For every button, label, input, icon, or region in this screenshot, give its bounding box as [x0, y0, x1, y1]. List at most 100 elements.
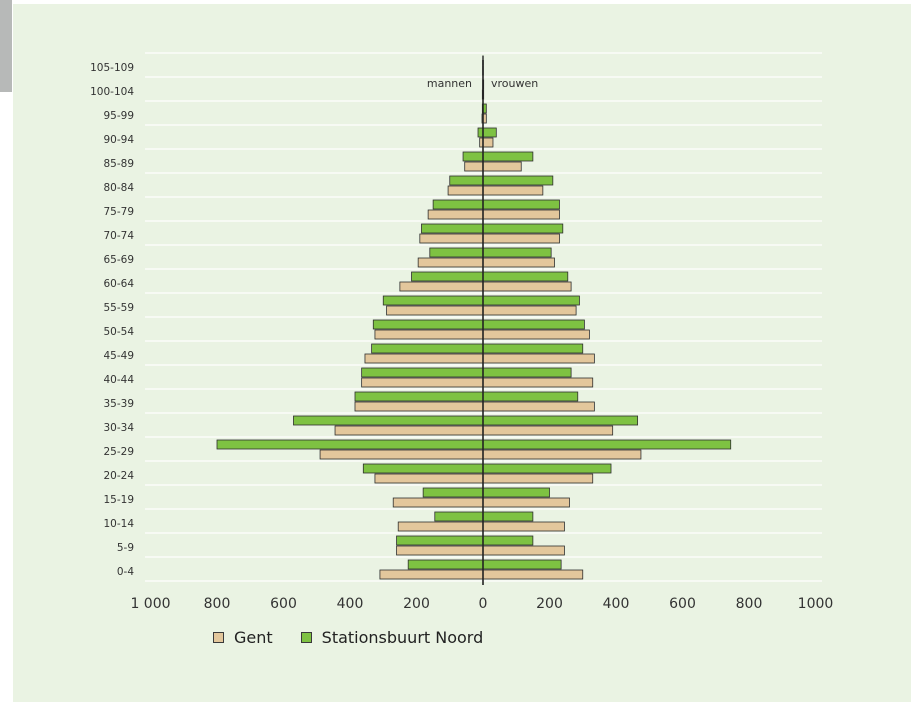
bar-gent-vrouwen — [482, 257, 555, 268]
y-tick-label: 25-29 — [103, 446, 134, 458]
bar-stationsbuurt-noord-vrouwen — [482, 463, 612, 474]
bar-gent-vrouwen — [482, 233, 560, 244]
y-tick-label: 85-89 — [103, 158, 134, 170]
y-tick-label: 40-44 — [103, 374, 134, 386]
bar-stationsbuurt-noord-mannen — [372, 319, 484, 330]
bar-stationsbuurt-noord-vrouwen — [482, 367, 572, 378]
bar-stationsbuurt-noord-mannen — [421, 223, 484, 234]
bar-stationsbuurt-noord-mannen — [407, 559, 484, 570]
x-tick-label: 800 — [204, 596, 231, 612]
legend: Gent Stationsbuurt Noord — [213, 628, 511, 647]
y-tick-label: 65-69 — [103, 254, 134, 266]
bar-stationsbuurt-noord-mannen — [449, 175, 484, 186]
y-tick-label: 30-34 — [103, 422, 134, 434]
x-tick-label: 400 — [337, 596, 364, 612]
legend-item-stationsbuurt-noord: Stationsbuurt Noord — [300, 628, 484, 647]
bar-gent-mannen — [364, 353, 484, 364]
bar-gent-vrouwen — [482, 305, 577, 316]
bar-gent-mannen — [392, 497, 484, 508]
bar-stationsbuurt-noord-vrouwen — [482, 439, 732, 450]
bar-gent-vrouwen — [482, 473, 594, 484]
x-axis-labels: 1 000 800 600 400 200 0 200 400 600 800 1000 — [130, 596, 833, 612]
y-tick-label: 105-109 — [90, 62, 134, 74]
bar-stationsbuurt-noord-vrouwen — [482, 175, 554, 186]
bar-gent-vrouwen — [482, 401, 595, 412]
bar-gent-mannen — [334, 425, 484, 436]
bar-gent-mannen — [354, 401, 484, 412]
side-tab-marker — [0, 0, 12, 92]
annotation-mannen: mannen — [427, 77, 472, 90]
bar-stationsbuurt-noord-vrouwen — [482, 151, 534, 162]
y-tick-label: 75-79 — [103, 206, 134, 218]
y-tick-label: 45-49 — [103, 350, 134, 362]
bar-stationsbuurt-noord-vrouwen — [482, 271, 569, 282]
y-tick-label: 50-54 — [103, 326, 134, 338]
legend-label-gent: Gent — [234, 628, 273, 647]
bar-gent-mannen — [386, 305, 484, 316]
y-tick-label: 95-99 — [103, 110, 134, 122]
bar-gent-mannen — [427, 209, 484, 220]
bar-stationsbuurt-noord-mannen — [354, 391, 484, 402]
bar-gent-mannen — [447, 185, 484, 196]
legend-item-gent: Gent — [213, 628, 273, 647]
bar-gent-mannen — [379, 569, 484, 580]
bar-gent-mannen — [374, 329, 484, 340]
y-tick-label: 10-14 — [103, 518, 134, 530]
bar-gent-mannen — [397, 521, 484, 532]
bar-stationsbuurt-noord-vrouwen — [482, 391, 579, 402]
bar-gent-vrouwen — [482, 497, 570, 508]
y-tick-label: 5-9 — [117, 542, 134, 554]
y-tick-label: 90-94 — [103, 134, 134, 146]
bar-gent-vrouwen — [482, 545, 565, 556]
bar-stationsbuurt-noord-vrouwen — [482, 295, 580, 306]
y-tick-label: 80-84 — [103, 182, 134, 194]
y-tick-label: 35-39 — [103, 398, 134, 410]
bar-gent-vrouwen — [482, 353, 595, 364]
x-tick-label: 600 — [669, 596, 696, 612]
bar-stationsbuurt-noord-mannen — [429, 247, 484, 258]
bar-stationsbuurt-noord-mannen — [434, 511, 484, 522]
bar-gent-vrouwen — [482, 569, 584, 580]
y-tick-label: 55-59 — [103, 302, 134, 314]
y-tick-label: 0-4 — [117, 566, 134, 578]
bar-stationsbuurt-noord-vrouwen — [482, 559, 562, 570]
bar-stationsbuurt-noord-mannen — [382, 295, 484, 306]
bar-gent-mannen — [361, 377, 484, 388]
bar-gent-vrouwen — [482, 425, 614, 436]
bar-gent-vrouwen — [482, 209, 560, 220]
y-tick-label: 70-74 — [103, 230, 134, 242]
bar-stationsbuurt-noord-mannen — [371, 343, 484, 354]
x-tick-label: 400 — [603, 596, 630, 612]
bar-stationsbuurt-noord-mannen — [411, 271, 484, 282]
x-tick-label: 600 — [270, 596, 297, 612]
bar-stationsbuurt-noord-mannen — [362, 463, 484, 474]
bar-stationsbuurt-noord-mannen — [462, 151, 484, 162]
legend-swatch-stationsbuurt-noord — [300, 632, 312, 643]
bar-gent-mannen — [396, 545, 484, 556]
x-tick-label: 1 000 — [130, 596, 170, 612]
bar-stationsbuurt-noord-vrouwen — [482, 199, 560, 210]
y-tick-label: 20-24 — [103, 470, 134, 482]
bar-gent-mannen — [419, 233, 484, 244]
x-tick-label: 800 — [736, 596, 763, 612]
bar-gent-vrouwen — [482, 521, 565, 532]
legend-label-stationsbuurt-noord: Stationsbuurt Noord — [321, 628, 484, 647]
bar-gent-vrouwen — [482, 329, 590, 340]
bar-gent-vrouwen — [482, 449, 642, 460]
bar-stationsbuurt-noord-vrouwen — [482, 535, 534, 546]
x-tick-label: 200 — [536, 596, 563, 612]
y-tick-label: 15-19 — [103, 494, 134, 506]
bar-gent-mannen — [464, 161, 484, 172]
bar-stationsbuurt-noord-vrouwen — [482, 511, 534, 522]
bar-gent-vrouwen — [482, 377, 594, 388]
x-tick-label: 0 — [479, 596, 488, 612]
x-tick-label: 1000 — [798, 596, 834, 612]
bar-stationsbuurt-noord-vrouwen — [482, 247, 552, 258]
bar-stationsbuurt-noord-mannen — [361, 367, 484, 378]
bar-stationsbuurt-noord-vrouwen — [482, 223, 564, 234]
y-tick-label: 100-104 — [90, 86, 134, 98]
bar-stationsbuurt-noord-vrouwen — [482, 319, 585, 330]
bar-gent-vrouwen — [482, 185, 544, 196]
bar-gent-vrouwen — [482, 161, 522, 172]
